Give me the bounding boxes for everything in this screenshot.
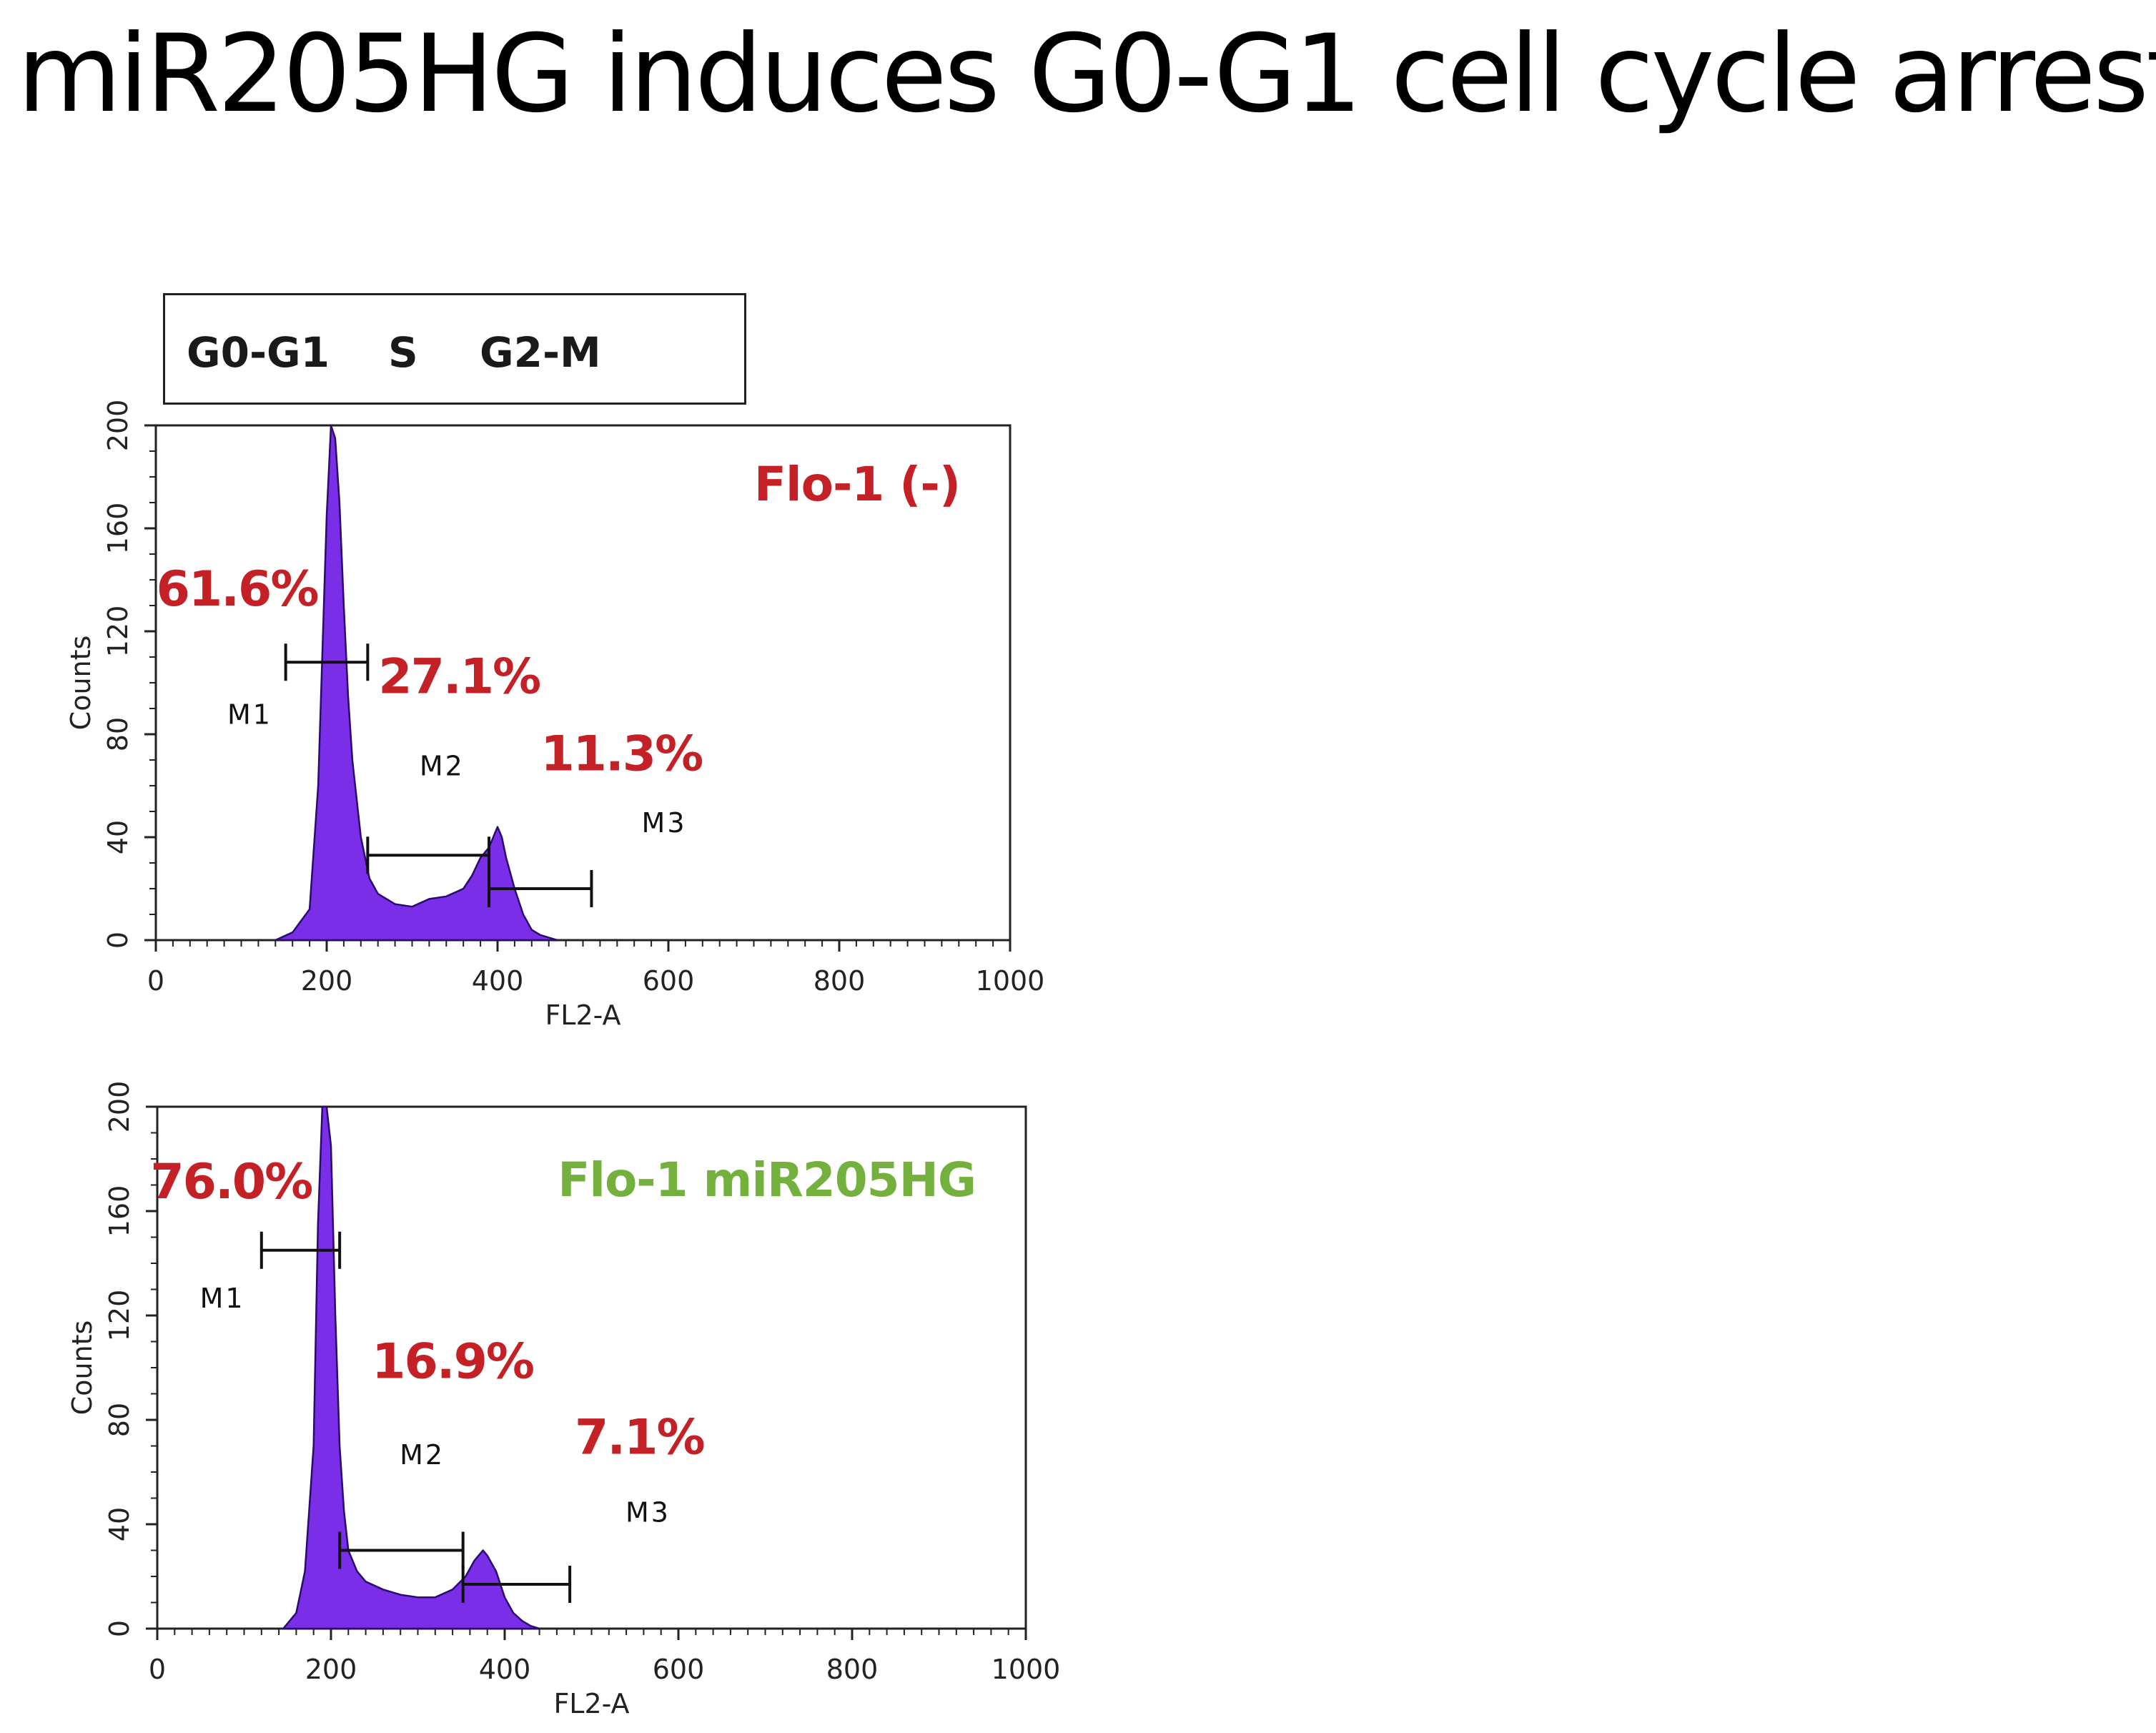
plot-2-x-tick-label-2: 400 — [479, 1654, 531, 1685]
plot-1-marker-label-m1: M1 — [227, 699, 272, 731]
plot-1-percent-label-g2-m: 11.3% — [540, 726, 702, 782]
slide-title: miR205HG induces G0-G1 cell cycle arrest — [17, 12, 2156, 137]
plot-1-y-tick-label-3: 120 — [102, 606, 134, 658]
plot-1-x-tick-label-0: 0 — [147, 965, 164, 997]
plot-1-y-tick-label-5: 200 — [102, 400, 134, 452]
plot-1-y-axis-title: Counts — [65, 636, 97, 731]
plot-2-x-tick-label-0: 0 — [149, 1654, 166, 1685]
plot-2-x-tick-label-5: 1000 — [992, 1654, 1061, 1685]
plot-1-x-tick-label-1: 200 — [301, 965, 353, 997]
plot-1-percent-label-s: 27.1% — [378, 648, 540, 705]
plot-1-plot-frame — [154, 424, 1012, 942]
plot-2-y-tick-label-3: 120 — [104, 1290, 135, 1342]
plot-1-x-tick-label-3: 600 — [643, 965, 695, 997]
plot-2-x-tick-label-3: 600 — [653, 1654, 705, 1685]
plot-1-histogram-area — [275, 424, 558, 942]
plot-1-percent-label-g0-g1: 61.6% — [157, 561, 318, 618]
plot-1-y-tick-label-4: 160 — [102, 503, 134, 555]
plot-2-y-tick-label-1: 40 — [104, 1507, 135, 1541]
plot-2-percent-label-s: 16.9% — [372, 1334, 533, 1391]
plot-2-x-tick-label-1: 200 — [305, 1654, 357, 1685]
plot-2-y-tick-label-5: 200 — [104, 1081, 135, 1133]
plot-1-marker-label-m2: M2 — [420, 751, 465, 782]
plot-2-percent-label-g0-g1: 76.0% — [150, 1154, 312, 1210]
plot-1-x-tick-label-5: 1000 — [976, 965, 1045, 997]
phase-legend: G0-G1 S G2-M — [163, 293, 746, 405]
legend-phase-g0g1: G0-G1 — [187, 328, 330, 377]
plot-2-x-axis-title: FL2-A — [553, 1688, 629, 1719]
plot-2-marker-label-m1: M1 — [200, 1283, 245, 1314]
legend-phase-s: S — [388, 328, 418, 377]
plot-2-marker-label-m2: M2 — [400, 1439, 445, 1471]
plot-2-sample-label: Flo-1 miR205HG — [558, 1152, 976, 1208]
plot-2-x-tick-label-4: 800 — [826, 1654, 879, 1685]
plot-1-sample-label: Flo-1 (-) — [754, 457, 960, 512]
plot-1-y-tick-label-2: 80 — [102, 717, 134, 751]
plot-1-x-tick-label-2: 400 — [472, 965, 524, 997]
plot-2-y-tick-label-4: 160 — [104, 1185, 135, 1238]
plot-2-y-tick-label-0: 0 — [104, 1620, 135, 1637]
plot-1-y-tick-label-0: 0 — [102, 932, 134, 949]
plot-1-x-tick-label-4: 800 — [814, 965, 866, 997]
plot-1-x-axis-title: FL2-A — [545, 999, 620, 1031]
plot-2-histogram-area — [282, 1105, 540, 1630]
plot-2-plot-frame — [156, 1105, 1027, 1630]
plot-1-y-tick-label-1: 40 — [102, 820, 134, 854]
plot-2-marker-label-m3: M3 — [625, 1496, 671, 1528]
plot-2-y-tick-label-2: 80 — [104, 1403, 135, 1437]
plot-2-y-axis-title: Counts — [66, 1320, 98, 1416]
legend-phase-g2m: G2-M — [480, 328, 601, 377]
plot-1-marker-label-m3: M3 — [642, 807, 687, 839]
plot-2-percent-label-g2-m: 7.1% — [575, 1409, 704, 1466]
